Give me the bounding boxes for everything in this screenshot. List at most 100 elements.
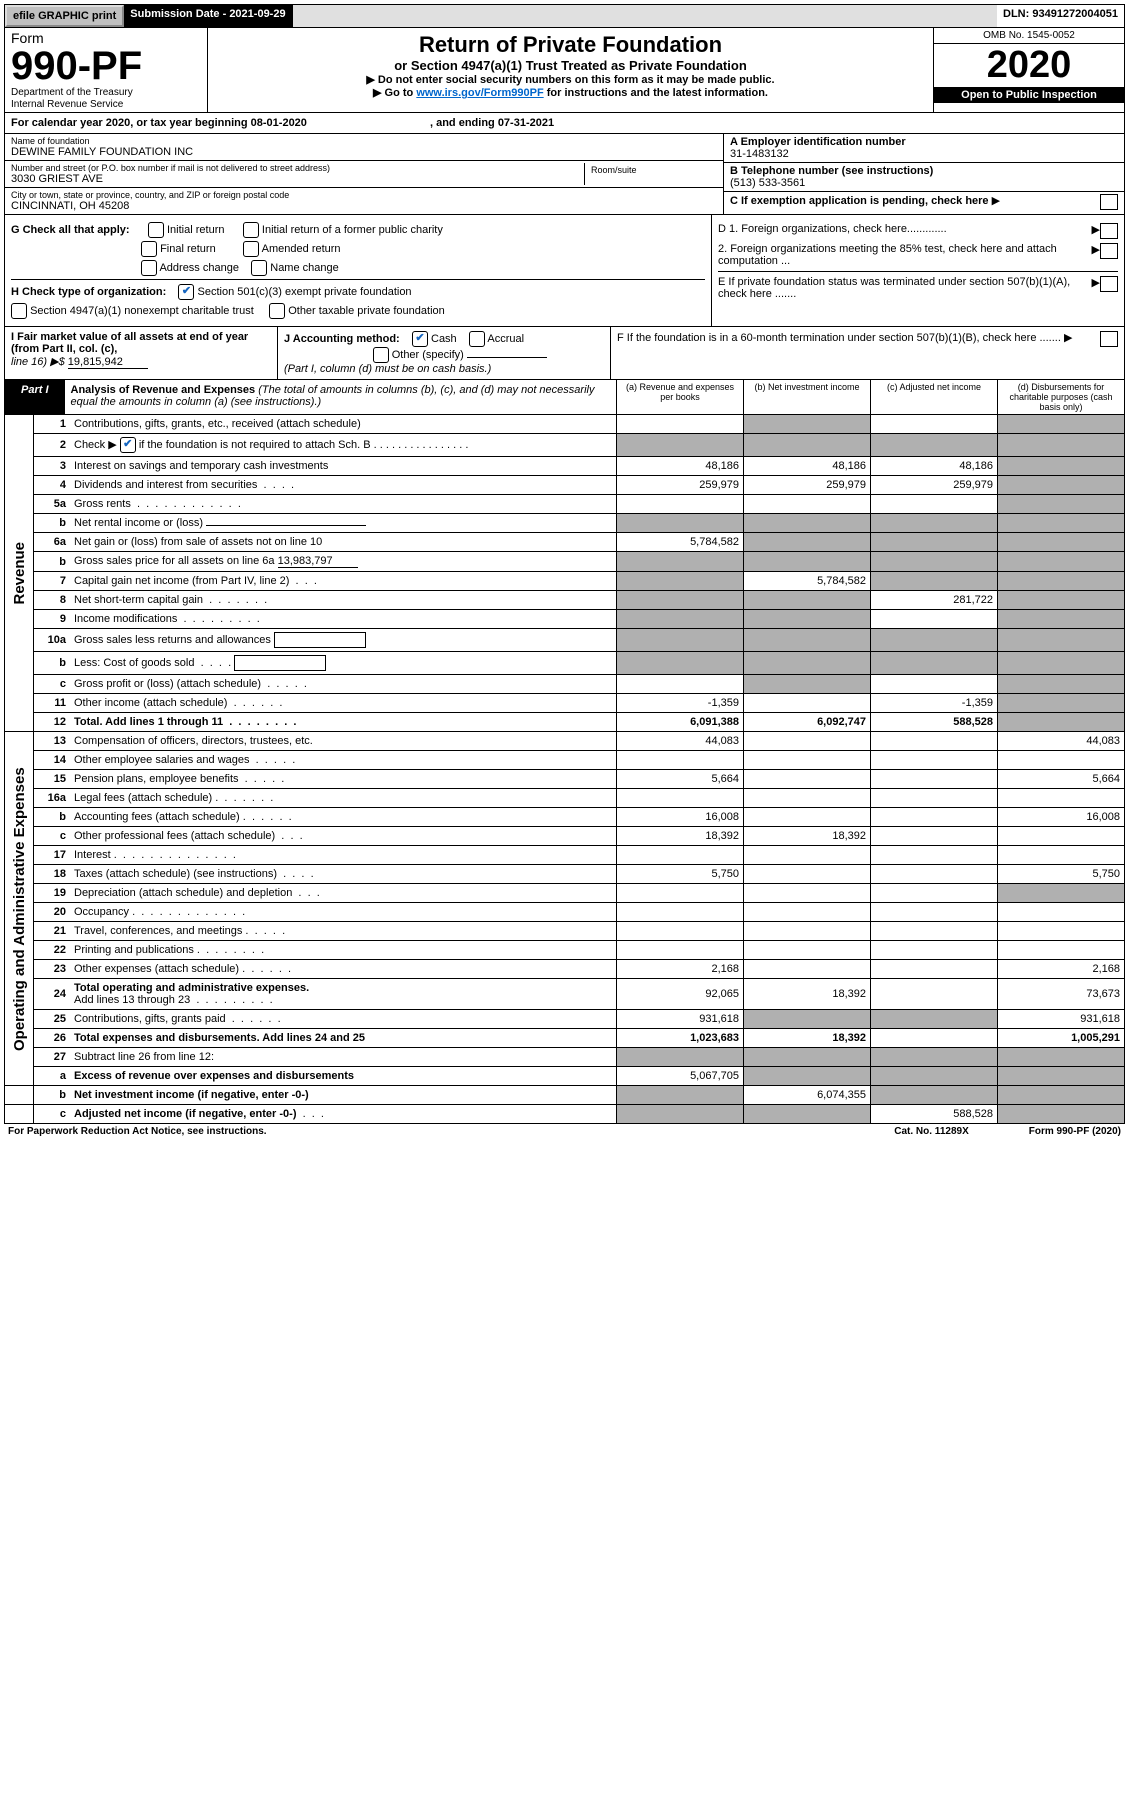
part1-table: Revenue 1Contributions, gifts, grants, e…: [4, 415, 1125, 1124]
r15d: 5,664: [998, 770, 1125, 789]
table-row: Revenue 1Contributions, gifts, grants, e…: [5, 415, 1125, 434]
r6aa: 5,784,582: [617, 533, 744, 552]
exemption-pending-label: C If exemption application is pending, c…: [730, 195, 989, 207]
table-row: bAccounting fees (attach schedule) . . .…: [5, 808, 1125, 827]
d2-checkbox[interactable]: [1100, 243, 1118, 259]
line-16a-desc: Legal fees (attach schedule) . . . . . .…: [70, 789, 617, 808]
r11a: -1,359: [617, 694, 744, 713]
foundation-name-label: Name of foundation: [11, 136, 717, 146]
phone-label: B Telephone number (see instructions): [730, 165, 933, 177]
city-value: CINCINNATI, OH 45208: [11, 200, 129, 212]
line-17-desc: Interest . . . . . . . . . . . . . .: [70, 846, 617, 865]
f-checkbox[interactable]: [1100, 331, 1118, 347]
line-6a-desc: Net gain or (loss) from sale of assets n…: [70, 533, 617, 552]
dept-label: Department of the Treasury: [11, 87, 133, 98]
e-checkbox[interactable]: [1100, 276, 1118, 292]
table-row: 16aLegal fees (attach schedule) . . . . …: [5, 789, 1125, 808]
initial-return-checkbox[interactable]: [148, 222, 164, 238]
initial-return-label: Initial return: [167, 224, 224, 236]
ein-label: A Employer identification number: [730, 136, 906, 148]
h-other-checkbox[interactable]: [269, 303, 285, 319]
line-1-desc: Contributions, gifts, grants, etc., rece…: [70, 415, 617, 434]
col-c-header: (c) Adjusted net income: [870, 380, 997, 414]
name-change-checkbox[interactable]: [251, 260, 267, 276]
r23a: 2,168: [617, 960, 744, 979]
r3a: 48,186: [617, 457, 744, 476]
table-row: 17Interest . . . . . . . . . . . . . .: [5, 846, 1125, 865]
col-b-header: (b) Net investment income: [743, 380, 870, 414]
form-note1: ▶ Do not enter social security numbers o…: [218, 73, 923, 86]
form-title: Return of Private Foundation: [218, 32, 923, 58]
line-4-desc: Dividends and interest from securities .…: [70, 476, 617, 495]
table-row: cOther professional fees (attach schedul…: [5, 827, 1125, 846]
r3c: 48,186: [871, 457, 998, 476]
d1-checkbox[interactable]: [1100, 223, 1118, 239]
expenses-sidebar: Operating and Administrative Expenses: [5, 732, 34, 1086]
open-public-badge: Open to Public Inspection: [934, 87, 1124, 103]
table-row: cAdjusted net income (if negative, enter…: [5, 1105, 1125, 1124]
table-row: 7Capital gain net income (from Part IV, …: [5, 572, 1125, 591]
col-d-header: (d) Disbursements for charitable purpose…: [997, 380, 1124, 414]
h-501c3-label: Section 501(c)(3) exempt private foundat…: [198, 286, 412, 298]
form-number: 990-PF: [11, 44, 142, 88]
line-19-desc: Depreciation (attach schedule) and deple…: [70, 884, 617, 903]
line-25-desc: Contributions, gifts, grants paid . . . …: [70, 1010, 617, 1029]
table-row: 9Income modifications . . . . . . . . .: [5, 610, 1125, 629]
table-row: 4Dividends and interest from securities …: [5, 476, 1125, 495]
j-accrual-checkbox[interactable]: [469, 331, 485, 347]
r12c: 588,528: [871, 713, 998, 732]
table-row: 2 Check ▶ ✔ if the foundation is not req…: [5, 434, 1125, 457]
ijf-row: I Fair market value of all assets at end…: [4, 327, 1125, 380]
form-note2: ▶ Go to www.irs.gov/Form990PF for instru…: [218, 86, 923, 99]
address-change-checkbox[interactable]: [141, 260, 157, 276]
r4a: 259,979: [617, 476, 744, 495]
r24a: 92,065: [617, 979, 744, 1010]
r16ba: 16,008: [617, 808, 744, 827]
r24b: 18,392: [744, 979, 871, 1010]
footer-right: Form 990-PF (2020): [1029, 1126, 1121, 1137]
j-other-checkbox[interactable]: [373, 347, 389, 363]
initial-former-checkbox[interactable]: [243, 222, 259, 238]
r7b: 5,784,582: [744, 572, 871, 591]
header-right: OMB No. 1545-0052 2020 Open to Public In…: [933, 28, 1124, 112]
table-row: 8Net short-term capital gain . . . . . .…: [5, 591, 1125, 610]
exemption-pending-checkbox[interactable]: [1100, 194, 1118, 210]
city-label: City or town, state or province, country…: [11, 190, 289, 200]
r23d: 2,168: [998, 960, 1125, 979]
table-row: 5aGross rents . . . . . . . . . . . .: [5, 495, 1125, 514]
line-27a-desc: Excess of revenue over expenses and disb…: [70, 1067, 617, 1086]
calendar-year-row: For calendar year 2020, or tax year begi…: [4, 113, 1125, 134]
amended-return-checkbox[interactable]: [243, 241, 259, 257]
line-2-desc: Check ▶ ✔ if the foundation is not requi…: [70, 434, 617, 457]
r27bb: 6,074,355: [744, 1086, 871, 1105]
h-501c3-checkbox[interactable]: ✔: [178, 284, 194, 300]
r27aa: 5,067,705: [617, 1067, 744, 1086]
table-row: 11Other income (attach schedule) . . . .…: [5, 694, 1125, 713]
r12b: 6,092,747: [744, 713, 871, 732]
r18d: 5,750: [998, 865, 1125, 884]
line-6b-value: 13,983,797: [278, 555, 358, 568]
i-value: 19,815,942: [68, 356, 148, 369]
cal-begin: For calendar year 2020, or tax year begi…: [11, 117, 307, 129]
final-return-checkbox[interactable]: [141, 241, 157, 257]
r26a: 1,023,683: [617, 1029, 744, 1048]
h-4947-checkbox[interactable]: [11, 303, 27, 319]
j-cash-checkbox[interactable]: ✔: [412, 331, 428, 347]
part1-header: Part I Analysis of Revenue and Expenses …: [4, 380, 1125, 415]
line-27-desc: Subtract line 26 from line 12:: [70, 1048, 617, 1067]
r26d: 1,005,291: [998, 1029, 1125, 1048]
j-note: (Part I, column (d) must be on cash basi…: [284, 363, 491, 375]
j-label: J Accounting method:: [284, 333, 400, 345]
r27cc: 588,528: [871, 1105, 998, 1124]
table-row: 23Other expenses (attach schedule) . . .…: [5, 960, 1125, 979]
line-2-checkbox[interactable]: ✔: [120, 437, 136, 453]
line-22-desc: Printing and publications . . . . . . . …: [70, 941, 617, 960]
instructions-link[interactable]: www.irs.gov/Form990PF: [416, 87, 543, 99]
table-row: Operating and Administrative Expenses 13…: [5, 732, 1125, 751]
i-label: I Fair market value of all assets at end…: [11, 331, 248, 355]
r25a: 931,618: [617, 1010, 744, 1029]
efile-print-button[interactable]: efile GRAPHIC print: [5, 5, 124, 27]
table-row: 21Travel, conferences, and meetings . . …: [5, 922, 1125, 941]
address-change-label: Address change: [159, 262, 239, 274]
line-15-desc: Pension plans, employee benefits . . . .…: [70, 770, 617, 789]
